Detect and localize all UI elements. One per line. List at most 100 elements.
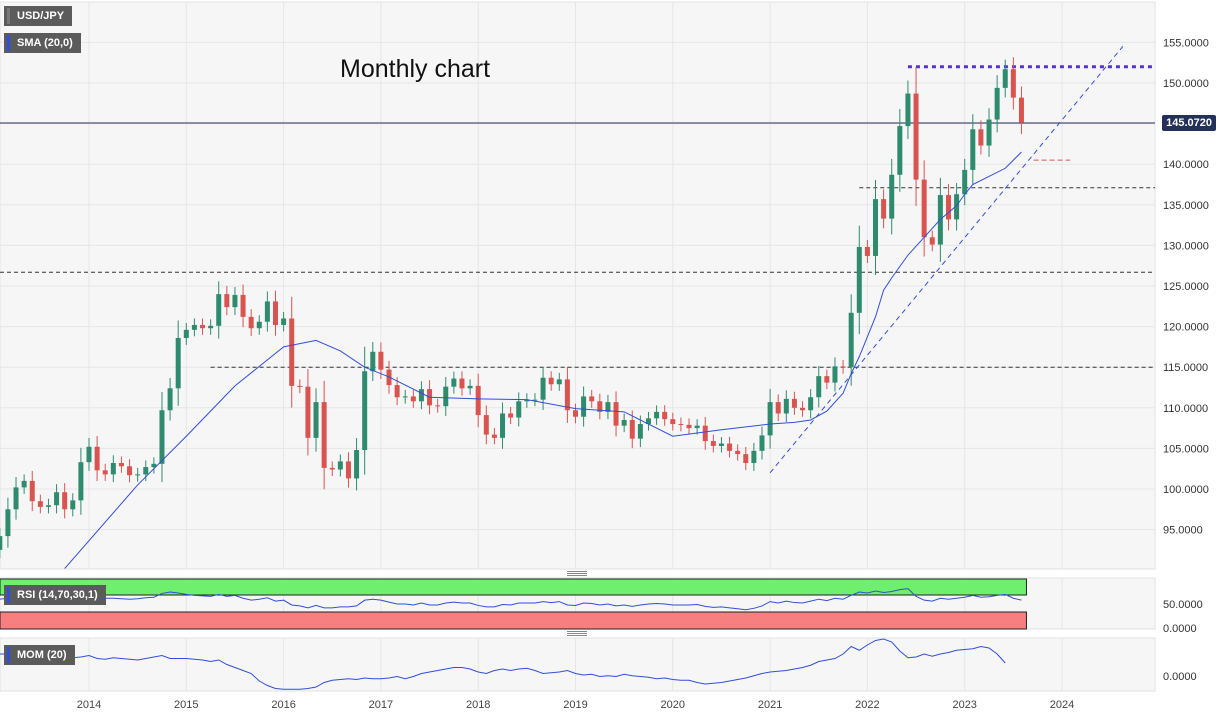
candle-body xyxy=(605,402,611,412)
candle-body xyxy=(232,294,238,308)
symbol-legend[interactable]: USD/JPY xyxy=(4,6,73,26)
x-tick-label: 2021 xyxy=(758,699,782,711)
candle-body xyxy=(662,411,668,420)
candle-body xyxy=(175,337,181,389)
candle-body xyxy=(191,324,197,330)
candle-body xyxy=(775,402,781,414)
candle-body xyxy=(670,419,676,425)
y-tick-label: 115.0000 xyxy=(1163,362,1208,374)
candle-body xyxy=(929,237,935,245)
candle-body xyxy=(824,376,830,383)
candle-body xyxy=(240,294,246,317)
candle-body xyxy=(945,195,951,220)
candle-body xyxy=(556,379,562,385)
x-tick-label: 2016 xyxy=(271,699,295,711)
y-tick-label: 110.0000 xyxy=(1163,403,1208,415)
mom-legend[interactable]: MOM (20) xyxy=(4,645,75,665)
candle-body xyxy=(289,318,295,386)
candle-body xyxy=(783,398,789,414)
candle-body xyxy=(29,480,35,502)
candle-body xyxy=(564,379,570,411)
candle-body xyxy=(637,424,643,439)
candle-body xyxy=(135,474,141,476)
candle-body xyxy=(321,402,327,468)
pane-resize-handle-rsi[interactable] xyxy=(567,571,587,576)
x-tick-label: 2020 xyxy=(661,699,685,711)
candle-body xyxy=(962,169,968,195)
candle-body xyxy=(13,487,19,510)
x-tick-label: 2018 xyxy=(466,699,490,711)
candle-body xyxy=(21,480,27,488)
candle-body xyxy=(216,294,222,326)
candle-body xyxy=(475,385,481,416)
mom-axis-tick-0: 0.0000 xyxy=(1163,671,1197,683)
rsi-line xyxy=(0,588,1022,611)
symbol-label: USD/JPY xyxy=(17,10,65,22)
candle-body xyxy=(248,316,254,329)
candle-body xyxy=(264,301,270,322)
candle-body xyxy=(516,401,522,418)
candle-body xyxy=(78,462,84,501)
candle-body xyxy=(743,454,749,464)
candle-body xyxy=(200,324,206,329)
candle-body xyxy=(873,199,879,256)
candle-body xyxy=(654,411,660,419)
x-tick-label: 2023 xyxy=(952,699,976,711)
x-tick-label: 2019 xyxy=(563,699,587,711)
candle-body xyxy=(86,446,92,463)
candle-body xyxy=(629,419,635,439)
candle-body xyxy=(491,434,497,438)
y-tick-label: 95.0000 xyxy=(1163,525,1203,537)
x-tick-label: 2014 xyxy=(77,699,101,711)
y-tick-label: 120.0000 xyxy=(1163,322,1209,334)
sma-swatch xyxy=(7,35,10,51)
trendline xyxy=(769,46,1124,474)
candle-body xyxy=(508,413,514,418)
sma-legend[interactable]: SMA (20,0) xyxy=(4,33,81,53)
rsi-legend[interactable]: RSI (14,70,30,1) xyxy=(4,585,106,605)
rsi-oversold-zone xyxy=(0,611,1027,630)
candle-body xyxy=(305,386,311,438)
candle-body xyxy=(62,492,68,510)
candle-body xyxy=(856,247,862,313)
candle-body xyxy=(102,470,108,475)
candle-body xyxy=(143,467,149,475)
candle-body xyxy=(978,129,984,146)
y-tick-label: 155.0000 xyxy=(1163,37,1209,49)
candle-body xyxy=(1002,69,1008,88)
candle-body xyxy=(905,93,911,127)
candle-body xyxy=(678,424,684,426)
candle-body xyxy=(791,398,797,408)
candle-body xyxy=(256,321,262,329)
candle-body xyxy=(540,377,546,400)
candle-body xyxy=(986,119,992,146)
candle-body xyxy=(483,415,489,435)
x-tick-label: 2015 xyxy=(174,699,198,711)
candle-body xyxy=(110,463,116,475)
rsi-swatch xyxy=(7,587,10,603)
candle-body xyxy=(913,93,919,180)
candle-body xyxy=(832,366,838,383)
candle-body xyxy=(345,461,351,479)
symbol-swatch xyxy=(7,8,10,24)
candle-body xyxy=(45,505,51,507)
rsi-axis-tick-0: 0.0000 xyxy=(1163,623,1197,635)
candle-body xyxy=(727,443,733,451)
y-tick-label: 130.0000 xyxy=(1163,240,1209,252)
candle-body xyxy=(5,509,11,537)
candle-body xyxy=(208,325,214,329)
candle-body xyxy=(167,388,173,411)
y-tick-label: 150.0000 xyxy=(1163,78,1209,90)
pane-resize-handle-mom[interactable] xyxy=(567,631,587,636)
candle-body xyxy=(127,466,133,476)
rsi-overbought-zone xyxy=(0,578,1027,596)
candle-body xyxy=(500,413,506,438)
candle-body xyxy=(54,492,60,506)
mom-line xyxy=(0,638,1006,690)
candle-body xyxy=(897,126,903,175)
candle-body xyxy=(272,301,278,325)
candle-body xyxy=(281,318,287,325)
mom-swatch xyxy=(7,647,10,663)
candle-body xyxy=(0,536,3,550)
mom-pane xyxy=(0,637,1156,692)
